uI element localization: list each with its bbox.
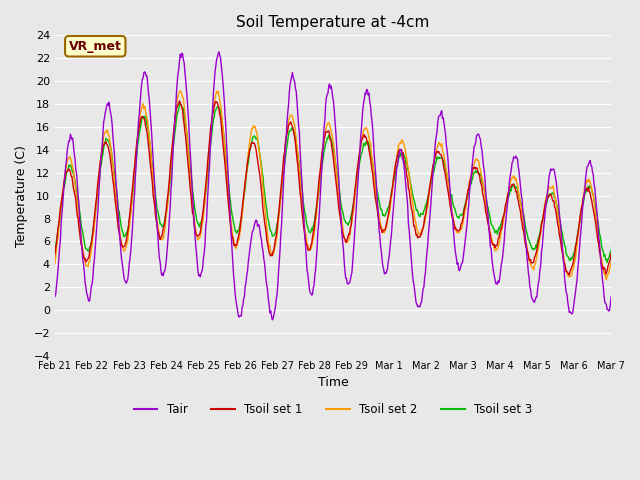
Tsoil set 3 xyxy=(175,107,182,112)
Tair xyxy=(403,186,410,192)
Tsoil set 2 xyxy=(607,259,615,265)
Tsoil set 1 xyxy=(61,176,69,182)
Tsoil set 3 xyxy=(205,159,212,165)
Tsoil set 1 xyxy=(566,272,573,278)
Tair xyxy=(51,294,59,300)
Tair xyxy=(607,294,615,300)
Tsoil set 2 xyxy=(61,171,69,177)
Tsoil set 1 xyxy=(175,100,182,106)
Tair xyxy=(215,49,223,55)
Tsoil set 2 xyxy=(205,149,212,155)
Tsoil set 1 xyxy=(607,251,615,256)
X-axis label: Time: Time xyxy=(317,376,348,389)
Tsoil set 1 xyxy=(401,164,409,169)
Tsoil set 3 xyxy=(51,246,59,252)
Tair xyxy=(61,171,69,177)
Tsoil set 3 xyxy=(604,260,611,265)
Tsoil set 2 xyxy=(175,91,182,96)
Tsoil set 3 xyxy=(418,211,426,216)
Tsoil set 3 xyxy=(401,156,409,162)
Line: Tair: Tair xyxy=(55,52,611,320)
Line: Tsoil set 2: Tsoil set 2 xyxy=(55,91,611,280)
Tsoil set 2 xyxy=(418,227,426,233)
Tsoil set 2 xyxy=(177,88,184,94)
Text: VR_met: VR_met xyxy=(69,40,122,53)
Tair xyxy=(175,67,182,72)
Line: Tsoil set 1: Tsoil set 1 xyxy=(55,101,611,275)
Tair xyxy=(419,292,426,298)
Tsoil set 1 xyxy=(118,244,126,250)
Tsoil set 3 xyxy=(607,247,615,253)
Tair xyxy=(268,317,276,323)
Tsoil set 2 xyxy=(401,148,409,154)
Tair xyxy=(204,186,212,192)
Y-axis label: Temperature (C): Temperature (C) xyxy=(15,145,28,247)
Tsoil set 1 xyxy=(51,252,59,258)
Tsoil set 1 xyxy=(418,231,426,237)
Title: Soil Temperature at -4cm: Soil Temperature at -4cm xyxy=(236,15,429,30)
Tsoil set 2 xyxy=(51,261,59,267)
Tsoil set 1 xyxy=(205,146,212,152)
Legend: Tair, Tsoil set 1, Tsoil set 2, Tsoil set 3: Tair, Tsoil set 1, Tsoil set 2, Tsoil se… xyxy=(129,398,537,420)
Line: Tsoil set 3: Tsoil set 3 xyxy=(55,104,611,263)
Tsoil set 2 xyxy=(603,277,611,283)
Tsoil set 1 xyxy=(175,98,183,104)
Tair xyxy=(118,260,126,266)
Tsoil set 3 xyxy=(61,181,69,187)
Tsoil set 3 xyxy=(175,101,183,107)
Tsoil set 3 xyxy=(118,228,126,233)
Tsoil set 2 xyxy=(118,241,126,247)
